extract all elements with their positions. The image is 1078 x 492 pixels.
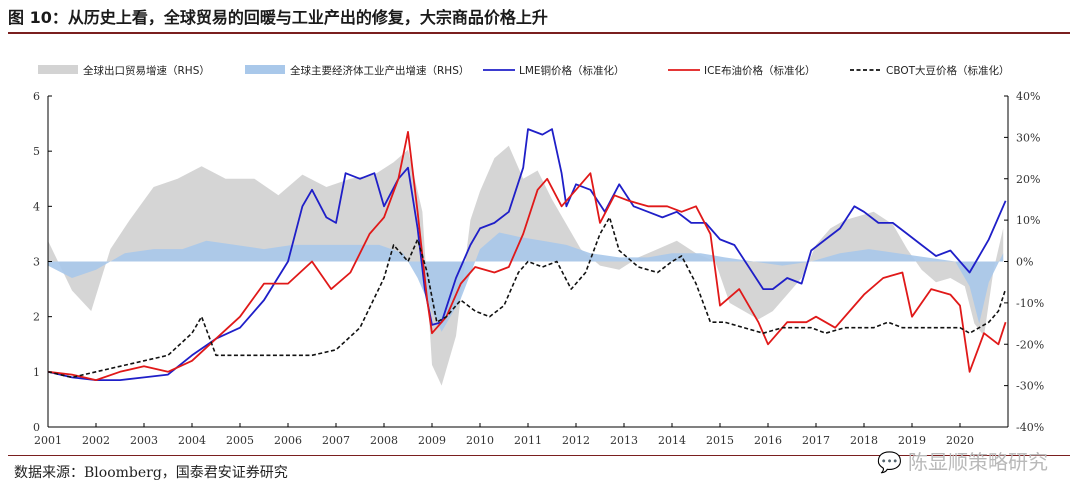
x-tick-label: 2002: [82, 434, 110, 447]
footer-rule: [8, 455, 1070, 456]
x-tick-label: 2018: [850, 434, 878, 447]
x-tick-label: 2008: [370, 434, 398, 447]
title-rule: [8, 32, 1070, 34]
legend-label: ICE布油价格（标准化）: [704, 64, 816, 77]
right-tick-label: 40%: [1016, 90, 1040, 103]
x-tick-label: 2007: [322, 434, 350, 447]
x-tick-label: 2015: [706, 434, 734, 447]
right-tick-label: -10%: [1016, 297, 1044, 310]
legend: 全球出口贸易增速（RHS） 全球主要经济体工业产出增速（RHS） LME铜价格（标准…: [38, 64, 1010, 77]
left-tick-label: 0: [33, 421, 40, 434]
x-tick-label: 2014: [658, 434, 686, 447]
x-tick-label: 2012: [562, 434, 590, 447]
left-tick-label: 4: [33, 200, 40, 213]
right-tick-label: 10%: [1016, 214, 1040, 227]
legend-label: CBOT大豆价格（标准化）: [886, 64, 1010, 77]
soybean-price-line: [47, 216, 1007, 379]
right-tick-label: -20%: [1016, 338, 1044, 351]
left-tick-label: 1: [33, 366, 40, 379]
right-tick-label: 30%: [1016, 131, 1040, 144]
left-tick-label: 2: [33, 311, 40, 324]
right-tick-label: -40%: [1016, 421, 1044, 434]
x-tick-label: 2020: [946, 434, 974, 447]
x-tick-label: 2005: [226, 434, 254, 447]
legend-swatch: [245, 65, 285, 74]
copper-price-line: [47, 128, 1007, 381]
x-tick-label: 2006: [274, 434, 302, 447]
area-layer: [48, 145, 1004, 386]
x-tick-label: 2019: [898, 434, 926, 447]
source-note: 数据来源：Bloomberg，国泰君安证券研究: [14, 465, 288, 481]
x-tick-label: 2017: [802, 434, 830, 447]
legend-label: LME铜价格（标准化）: [519, 64, 625, 77]
left-tick-label: 3: [33, 256, 40, 269]
x-tick-label: 2009: [418, 434, 446, 447]
brent-price-line: [47, 131, 1007, 381]
x-tick-label: 2013: [610, 434, 638, 447]
industrial-output-area: [48, 232, 1004, 332]
x-tick-label: 2003: [130, 434, 158, 447]
watermark-text: 陈显顺策略研究: [908, 450, 1048, 474]
x-tick-label: 2004: [178, 434, 206, 447]
line-layer: [47, 128, 1007, 381]
axes-layer: 0 1 2 3 4 5 6 -40% -30% -20% -10% 0% 10% 20% 30% 40% 200…: [33, 90, 1044, 447]
right-tick-label: -30%: [1016, 380, 1044, 393]
page-title: 图 10：从历史上看，全球贸易的回暖与工业产出的修复，大宗商品价格上升: [8, 8, 548, 27]
watermark: 💬 陈显顺策略研究: [877, 446, 1048, 475]
legend-label: 全球主要经济体工业产出增速（RHS）: [290, 64, 469, 77]
wechat-icon: 💬: [877, 450, 902, 474]
x-tick-label: 2011: [514, 434, 542, 447]
x-tick-label: 2001: [34, 434, 62, 447]
legend-label: 全球出口贸易增速（RHS）: [83, 64, 210, 77]
left-tick-label: 6: [33, 90, 40, 103]
legend-swatch: [38, 65, 78, 74]
right-tick-label: 0%: [1016, 256, 1033, 269]
x-tick-label: 2010: [466, 434, 494, 447]
right-tick-label: 20%: [1016, 173, 1040, 186]
left-tick-label: 5: [33, 145, 40, 158]
trade-growth-area: [48, 145, 1004, 386]
x-tick-label: 2016: [754, 434, 782, 447]
